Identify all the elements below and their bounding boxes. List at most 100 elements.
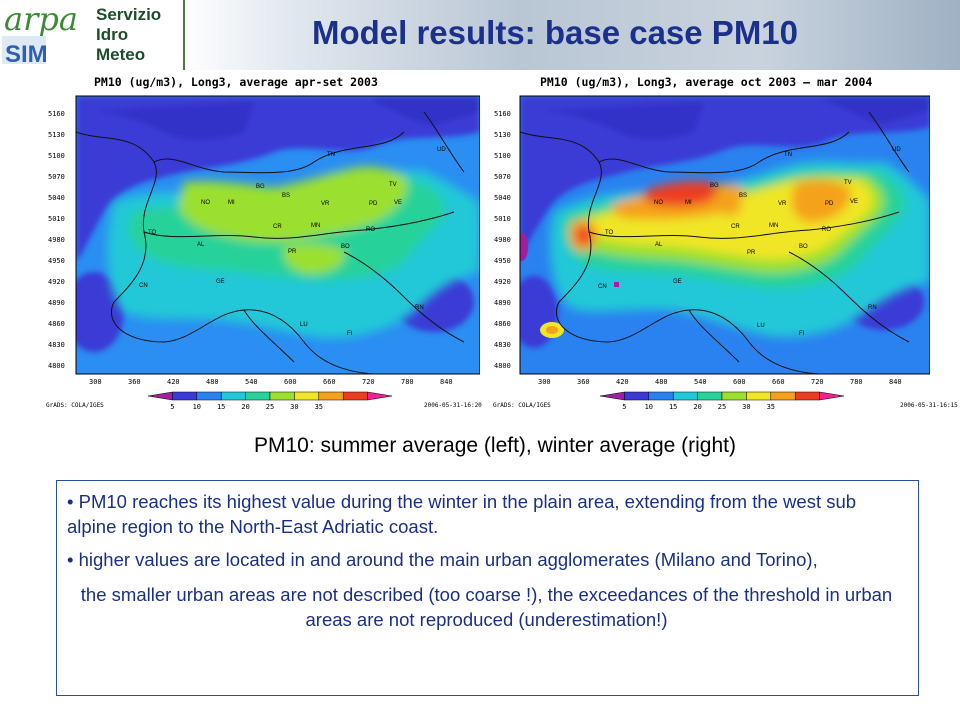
legend-swatch-winter (648, 391, 674, 401)
x-tick-label: 840 (440, 378, 453, 386)
legend-swatch-summer (220, 391, 246, 401)
logo-service-line-1: Servizio (96, 5, 161, 24)
legend-swatch-winter (697, 391, 723, 401)
place-label: LU (757, 323, 765, 329)
x-tick-label: 660 (323, 378, 336, 386)
place-label: TN (327, 152, 335, 158)
logo-badge: SIM (5, 41, 48, 68)
y-tick-label: 4830 (48, 341, 65, 349)
place-label: VE (394, 200, 403, 206)
legend-level-label: 20 (241, 403, 249, 411)
legend-swatch-summer (147, 391, 173, 401)
legend-level-label: 25 (718, 403, 726, 411)
legend-swatch-summer (367, 391, 393, 401)
legend-level-label: 25 (266, 403, 274, 411)
legend-swatch-winter (672, 391, 698, 401)
legend-swatch-summer (294, 391, 320, 401)
legend-level-label: 35 (315, 403, 323, 411)
place-label: CR (273, 224, 282, 230)
place-label: CR (731, 224, 740, 230)
logo-service-line-3: Meteo (96, 45, 145, 64)
place-label: VE (850, 199, 859, 205)
place-label: MN (311, 223, 321, 229)
place-label: BS (739, 193, 748, 199)
map-panel-summer: PM10 (ug/m3), Long3, average apr-set 200… (44, 72, 480, 416)
y-tick-label: 5160 (494, 110, 511, 118)
y-tick-label: 4920 (494, 278, 511, 286)
legend-swatch-summer (269, 391, 295, 401)
y-tick-label: 5040 (48, 194, 65, 202)
map-winter-svg: PM10 (ug/m3), Long3, average oct 2003 – … (519, 75, 930, 375)
x-tick-label: 780 (850, 378, 863, 386)
y-tick-label: 4860 (48, 320, 65, 328)
x-tick-label: 720 (362, 378, 375, 386)
x-tick-label: 300 (538, 378, 551, 386)
x-tick-label: 300 (89, 378, 102, 386)
y-tick-label: 4800 (494, 362, 511, 370)
y-tick-label: 4860 (494, 320, 511, 328)
place-label: BG (710, 183, 719, 189)
legend-level-label: 10 (645, 403, 653, 411)
x-tick-label: 660 (772, 378, 785, 386)
x-tick-label: 360 (128, 378, 141, 386)
legend-level-label: 30 (290, 403, 298, 411)
place-label: AL (655, 242, 663, 248)
legend-level-label: 5 (170, 403, 174, 411)
x-tick-label: 540 (245, 378, 258, 386)
place-label: GE (673, 279, 682, 285)
x-tick-label: 480 (206, 378, 219, 386)
y-tick-label: 5010 (48, 215, 65, 223)
note-1: • PM10 reaches its highest value during … (67, 491, 857, 537)
y-tick-label: 5070 (48, 173, 65, 181)
x-tick-label: 840 (889, 378, 902, 386)
note-3: the smaller urban areas are not describe… (80, 584, 893, 630)
y-tick-label: 4890 (494, 299, 511, 307)
place-label: UD (892, 147, 901, 153)
x-tick-label: 540 (694, 378, 707, 386)
map-summer-title: PM10 (ug/m3), Long3, average apr-set 200… (94, 75, 378, 89)
legend-swatch-winter (794, 391, 820, 401)
place-label: FI (347, 331, 353, 337)
place-label: BS (282, 193, 291, 199)
place-label: NO (654, 200, 663, 206)
map-winter-title: PM10 (ug/m3), Long3, average oct 2003 – … (540, 75, 872, 89)
legend-level-label: 15 (217, 403, 225, 411)
y-tick-label: 4890 (48, 299, 65, 307)
place-label: CN (139, 283, 148, 289)
place-label: BO (341, 244, 350, 250)
y-tick-label: 4980 (494, 236, 511, 244)
map-summer-svg: PM10 (ug/m3), Long3, average apr-set 200… (75, 75, 480, 375)
legend-swatch-summer (245, 391, 271, 401)
note-2: • higher values are located in and aroun… (67, 549, 818, 570)
place-label: BG (256, 184, 265, 190)
place-label: MI (685, 200, 692, 206)
y-tick-label: 4800 (48, 362, 65, 370)
legend-swatch-winter (624, 391, 650, 401)
x-tick-label: 780 (401, 378, 414, 386)
x-tick-label: 420 (616, 378, 629, 386)
place-label: NO (201, 200, 210, 206)
y-tick-label: 5010 (494, 215, 511, 223)
x-tick-label: 600 (284, 378, 297, 386)
place-label: RO (822, 227, 831, 233)
arpa-sim-logo: arpa SIM Servizio Idro Meteo (0, 0, 182, 68)
place-label: MI (228, 200, 235, 206)
place-label: PR (747, 250, 756, 256)
legend-level-label: 20 (693, 403, 701, 411)
legend-swatch-winter (721, 391, 747, 401)
place-label: PD (369, 201, 378, 207)
y-tick-label: 5040 (494, 194, 511, 202)
place-label: RN (868, 305, 877, 311)
map-summer-timestamp: 2006-05-31-16:20 (424, 402, 482, 409)
y-tick-label: 5070 (494, 173, 511, 181)
x-tick-label: 600 (733, 378, 746, 386)
place-label: UD (437, 147, 446, 153)
place-label: LU (300, 322, 308, 328)
y-tick-label: 4920 (48, 278, 65, 286)
legend-level-label: 35 (767, 403, 775, 411)
y-tick-label: 4830 (494, 341, 511, 349)
place-label: PD (825, 201, 834, 207)
place-label: RO (366, 227, 375, 233)
legend-swatch-summer (342, 391, 368, 401)
legend-colorbars: 5 10 15 20 25 30 35 5 10 15 20 25 30 35 (147, 391, 845, 411)
